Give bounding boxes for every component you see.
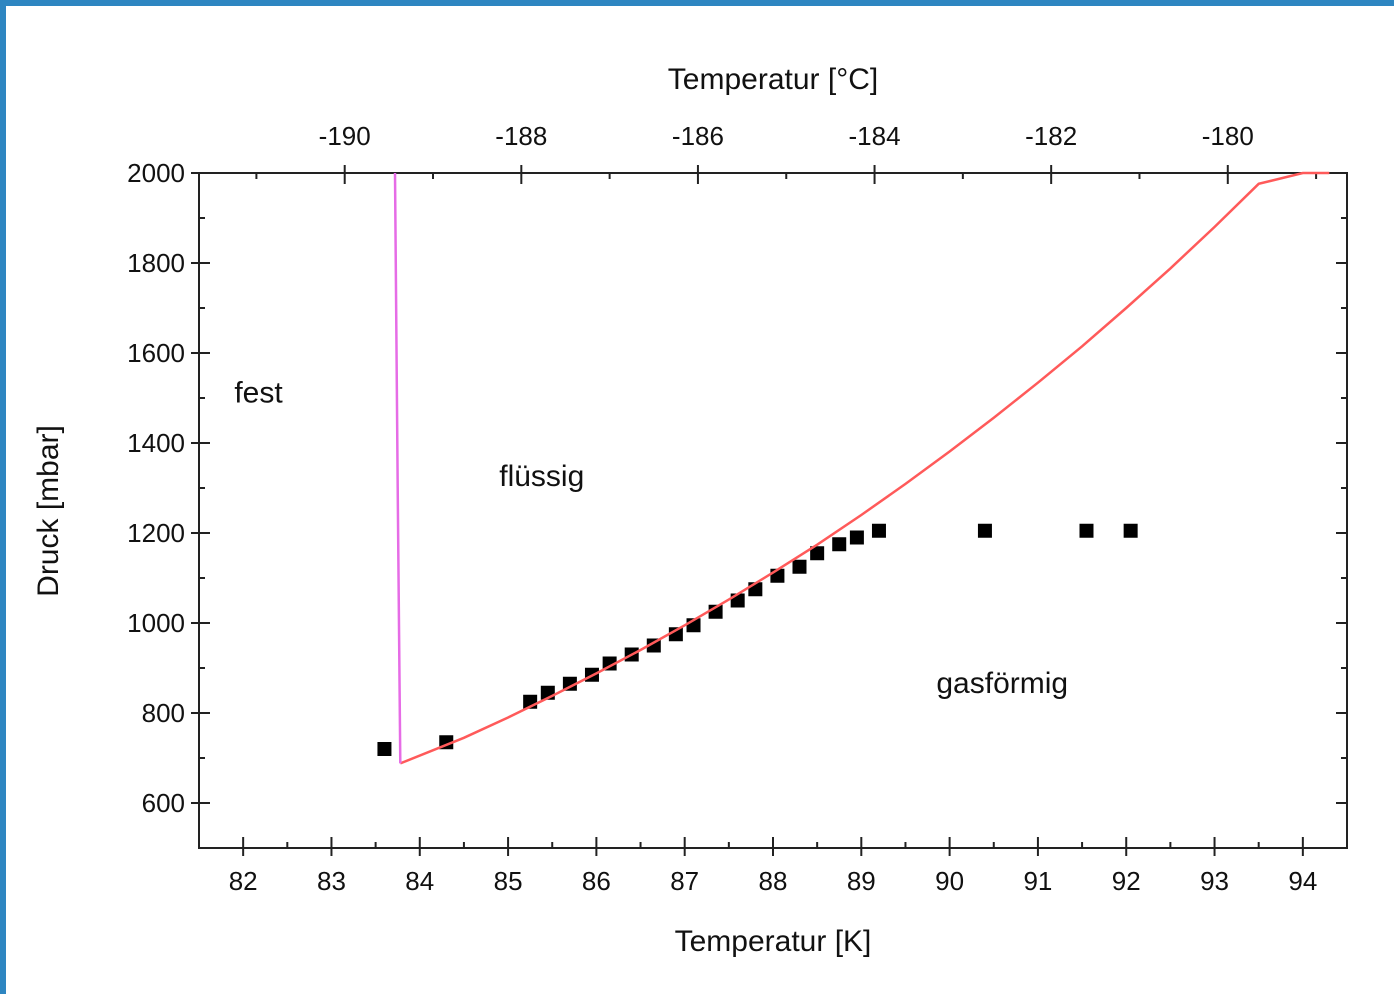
- y-tick-label: 1600: [127, 338, 185, 368]
- x2-axis-title: Temperatur [°C]: [668, 63, 878, 96]
- y-tick-label: 600: [142, 788, 185, 818]
- x2-tick-label: -180: [1202, 121, 1254, 151]
- data-point: [810, 546, 825, 561]
- data-series: [377, 171, 1330, 765]
- x-tick-label: 88: [759, 866, 788, 896]
- region-label: flüssig: [499, 460, 584, 493]
- x-axis-title: Temperatur [K]: [675, 925, 872, 958]
- x-tick-label: 86: [582, 866, 611, 896]
- y-tick-label: 800: [142, 698, 185, 728]
- data-point: [1123, 523, 1138, 538]
- tick-labels: 82 83 84 85 86 87 88 89 90 91 92 93 94 -190 -188 -186 -1…: [127, 121, 1317, 896]
- phase-diagram-chart: 82 83 84 85 86 87 88 89 90 91 92 93 94 -190 -188 -186 -1…: [32, 63, 1348, 958]
- region-labels: fest flüssig gasförmig: [234, 377, 1068, 700]
- region-label: fest: [234, 377, 283, 410]
- region-label: gasförmig: [936, 667, 1068, 700]
- x-tick-label: 92: [1112, 866, 1141, 896]
- x-tick-label: 87: [670, 866, 699, 896]
- x2-tick-label: -184: [849, 121, 901, 151]
- data-point: [792, 559, 807, 574]
- data-point: [849, 530, 864, 545]
- x-tick-label: 90: [935, 866, 964, 896]
- x-tick-label: 83: [317, 866, 346, 896]
- x2-tick-label: -190: [319, 121, 371, 151]
- x-tick-label: 93: [1200, 866, 1229, 896]
- chart-frame: 82 83 84 85 86 87 88 89 90 91 92 93 94 -190 -188 -186 -1…: [6, 6, 1394, 994]
- y-tick-label: 1800: [127, 248, 185, 278]
- y-tick-label: 1200: [127, 518, 185, 548]
- series-line-1: [399, 171, 1330, 765]
- x-tick-label: 89: [847, 866, 876, 896]
- data-point: [871, 523, 886, 538]
- x2-tick-label: -182: [1025, 121, 1077, 151]
- data-point: [668, 627, 683, 642]
- y-axis-title: Druck [mbar]: [32, 425, 65, 597]
- plot-area: [198, 172, 1348, 849]
- x2-tick-label: -188: [495, 121, 547, 151]
- data-point: [1079, 523, 1094, 538]
- data-point: [562, 676, 577, 691]
- x-tick-label: 85: [494, 866, 523, 896]
- series-line-2: [393, 172, 402, 764]
- tick-marks: [191, 165, 1348, 856]
- data-point: [977, 523, 992, 538]
- y-tick-label: 1400: [127, 428, 185, 458]
- data-point: [377, 742, 392, 756]
- data-point: [832, 537, 847, 552]
- x-tick-label: 94: [1288, 866, 1317, 896]
- x2-tick-label: -186: [672, 121, 724, 151]
- x-tick-label: 82: [229, 866, 258, 896]
- y-tick-label: 1000: [127, 608, 185, 638]
- x-tick-label: 91: [1023, 866, 1052, 896]
- y-tick-label: 2000: [127, 158, 185, 188]
- x-tick-label: 84: [405, 866, 434, 896]
